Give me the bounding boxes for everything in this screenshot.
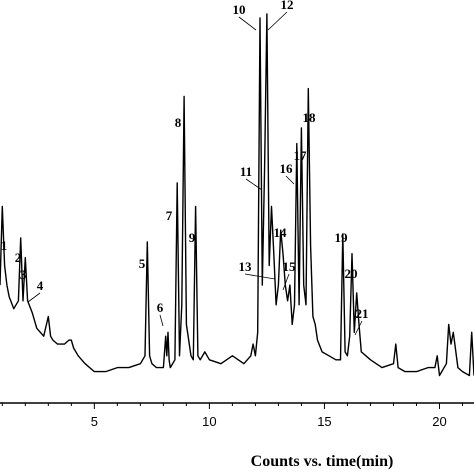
peak-label: 21 — [356, 306, 369, 321]
x-tick-label: 20 — [432, 414, 446, 429]
peak-label: 17 — [294, 148, 308, 163]
peak-leader-line — [267, 11, 288, 31]
x-tick-label: 5 — [91, 414, 98, 429]
peak-label: 9 — [189, 230, 196, 245]
peak-leader-line — [27, 292, 41, 303]
peak-label: 19 — [335, 230, 349, 245]
peak-label: 20 — [345, 266, 358, 281]
peak-leader-line — [159, 314, 164, 327]
x-tick-label: 15 — [317, 414, 331, 429]
peak-label: 1 — [1, 238, 8, 253]
peak-leader-line — [354, 320, 363, 336]
x-tick-label: 10 — [202, 414, 216, 429]
peak-label: 15 — [283, 259, 297, 274]
peak-leader-line — [244, 273, 276, 280]
peak-label: 5 — [139, 256, 146, 271]
peak-leader-line — [285, 175, 295, 185]
peak-label: 3 — [20, 267, 27, 282]
peak-label: 2 — [15, 250, 22, 265]
peak-label: 10 — [233, 2, 246, 17]
peak-label: 12 — [281, 0, 294, 12]
peak-label: 11 — [240, 164, 252, 179]
x-axis-title: Counts vs. time(min) — [251, 453, 394, 470]
peak-label: 16 — [280, 161, 294, 176]
peak-leader-line — [282, 273, 290, 291]
peak-label: 4 — [37, 278, 44, 293]
peak-leader-line — [245, 178, 263, 191]
chromatogram-trace — [0, 13, 474, 377]
peak-label: 13 — [239, 259, 253, 274]
peak-label: 18 — [303, 110, 317, 125]
peak-leader-line — [238, 16, 257, 31]
peak-label: 6 — [157, 300, 164, 315]
peak-label: 8 — [175, 115, 182, 130]
peak-label: 7 — [166, 208, 173, 223]
peak-label: 14 — [274, 225, 288, 240]
